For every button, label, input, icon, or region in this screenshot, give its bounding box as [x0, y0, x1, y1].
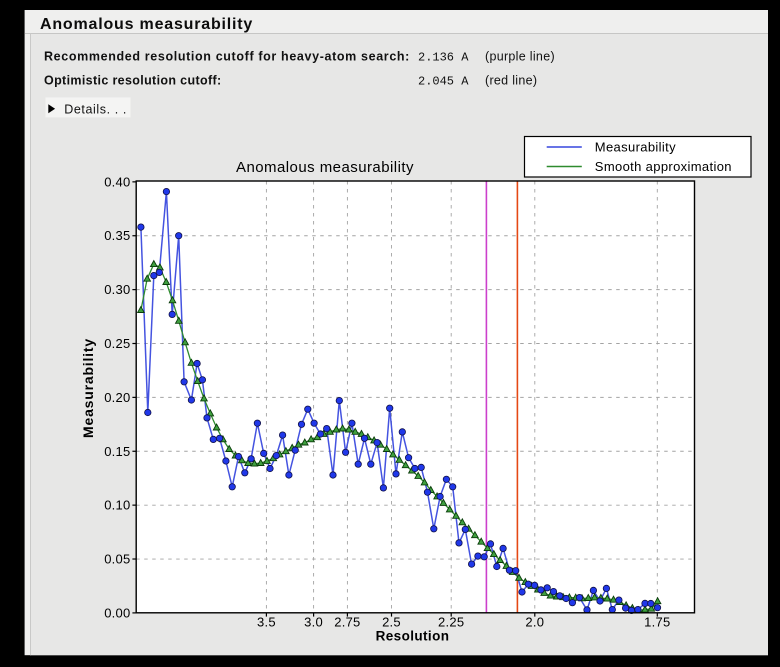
svg-text:3.5: 3.5: [257, 615, 276, 630]
svg-text:0.00: 0.00: [104, 605, 130, 620]
svg-text:Anomalous measurability: Anomalous measurability: [236, 159, 414, 176]
svg-text:Optimistic resolution cutoff:: Optimistic resolution cutoff:: [44, 73, 222, 87]
svg-text:Recommended resolution cutoff: Recommended resolution cutoff for heavy-…: [44, 50, 410, 64]
svg-text:0.35: 0.35: [104, 228, 130, 243]
svg-text:2.75: 2.75: [334, 615, 360, 630]
svg-text:0.40: 0.40: [104, 174, 130, 189]
svg-text:2.045 A: 2.045 A: [418, 74, 469, 88]
svg-text:1.75: 1.75: [644, 615, 670, 630]
svg-text:0.10: 0.10: [104, 498, 130, 513]
svg-text:2.136 A: 2.136 A: [418, 51, 469, 65]
svg-text:0.15: 0.15: [104, 444, 130, 459]
svg-text:2.5: 2.5: [382, 615, 401, 630]
svg-text:(red line): (red line): [485, 73, 537, 87]
svg-text:Anomalous measurability: Anomalous measurability: [40, 16, 253, 33]
svg-text:3.0: 3.0: [304, 615, 323, 630]
svg-text:0.25: 0.25: [104, 336, 130, 351]
svg-text:Resolution: Resolution: [376, 629, 450, 644]
svg-text:0.20: 0.20: [104, 390, 130, 405]
svg-text:2.25: 2.25: [438, 615, 464, 630]
svg-text:2.0: 2.0: [525, 615, 544, 630]
svg-text:(purple line): (purple line): [485, 50, 555, 64]
svg-text:Measurability: Measurability: [80, 338, 96, 438]
svg-text:Details. . .: Details. . .: [64, 102, 127, 116]
svg-text:Smooth approximation: Smooth approximation: [595, 159, 732, 174]
svg-text:0.05: 0.05: [104, 552, 130, 567]
svg-text:Measurability: Measurability: [595, 139, 676, 154]
svg-text:0.30: 0.30: [104, 282, 130, 297]
